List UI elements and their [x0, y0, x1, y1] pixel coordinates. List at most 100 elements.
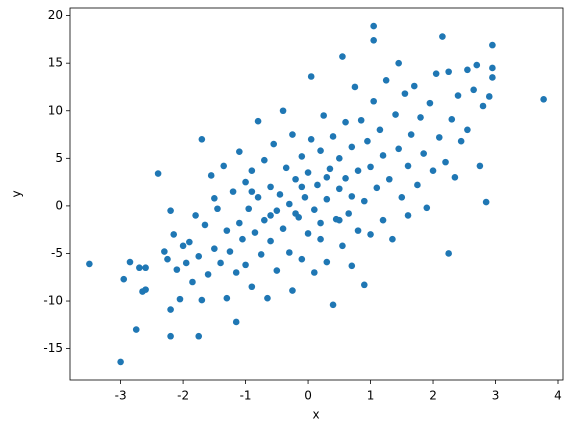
point	[439, 33, 446, 40]
x-tick-label: -3	[115, 389, 127, 403]
point	[329, 133, 337, 140]
point	[267, 183, 274, 191]
point	[389, 235, 396, 243]
point	[214, 205, 221, 213]
point	[479, 102, 487, 110]
point	[304, 169, 312, 176]
point	[451, 174, 459, 181]
point	[373, 184, 381, 192]
point	[357, 116, 365, 124]
point	[167, 207, 174, 214]
point	[379, 216, 387, 224]
point	[195, 332, 203, 340]
point	[248, 283, 256, 291]
point	[282, 164, 290, 172]
y-tick-label: 20	[48, 8, 63, 22]
point	[464, 66, 471, 74]
point	[154, 170, 162, 177]
point	[261, 216, 268, 224]
point	[342, 118, 349, 126]
point	[404, 162, 412, 170]
point	[398, 194, 406, 201]
point	[540, 96, 547, 103]
point	[470, 86, 477, 94]
point	[167, 306, 174, 313]
point	[245, 205, 253, 213]
point	[454, 92, 462, 99]
point	[204, 271, 212, 278]
point	[164, 255, 171, 263]
y-tick-label: 5	[55, 151, 63, 165]
x-tick-label: 4	[554, 389, 562, 403]
x-tick-label: -1	[240, 389, 252, 403]
point	[223, 227, 231, 234]
point	[485, 93, 493, 100]
point	[232, 269, 240, 276]
point	[201, 221, 209, 229]
point	[273, 207, 281, 214]
point	[211, 245, 218, 253]
point	[286, 200, 293, 208]
plot-frame	[69, 7, 564, 381]
point	[167, 332, 174, 340]
point	[301, 194, 309, 201]
point	[179, 242, 187, 250]
point	[367, 231, 374, 238]
point	[86, 260, 93, 268]
point	[248, 188, 256, 195]
x-tick-label: -2	[177, 389, 189, 403]
point	[229, 188, 237, 195]
point	[464, 126, 471, 134]
point	[442, 158, 449, 166]
point	[192, 212, 199, 219]
y-tick-label: -10	[43, 294, 63, 308]
point	[279, 225, 287, 233]
point	[361, 197, 368, 205]
x-tick-label: 3	[492, 389, 500, 403]
point	[336, 185, 343, 193]
x-tick-label: 1	[367, 389, 375, 403]
point	[423, 204, 431, 212]
point	[307, 135, 315, 143]
point	[404, 212, 412, 219]
point	[142, 264, 149, 272]
point	[136, 264, 143, 272]
point	[336, 155, 343, 162]
point	[254, 194, 262, 201]
point	[323, 174, 331, 181]
point	[401, 90, 409, 97]
point	[264, 294, 271, 302]
point	[489, 41, 496, 49]
point	[429, 167, 437, 174]
point	[304, 230, 312, 237]
point	[317, 219, 324, 227]
point	[370, 97, 377, 105]
point	[248, 167, 256, 174]
x-tick-label: 2	[429, 389, 437, 403]
point	[314, 181, 321, 189]
point	[489, 64, 496, 72]
point	[323, 195, 331, 203]
point	[370, 22, 377, 30]
point	[126, 258, 134, 266]
point	[186, 238, 193, 246]
y-tick-label: 10	[48, 103, 63, 117]
point	[417, 114, 424, 121]
point	[392, 111, 399, 118]
point	[410, 82, 418, 90]
point	[170, 231, 178, 238]
point	[317, 235, 324, 243]
point	[117, 358, 124, 366]
point	[348, 193, 356, 200]
y-tick-label: -15	[43, 341, 63, 355]
point	[326, 165, 334, 173]
point	[217, 259, 224, 267]
point	[239, 235, 246, 243]
point	[292, 210, 299, 217]
y-tick-label: 15	[48, 56, 63, 70]
point	[448, 116, 456, 123]
point	[348, 143, 356, 151]
point	[385, 175, 393, 183]
point	[289, 131, 296, 138]
point	[270, 140, 277, 148]
